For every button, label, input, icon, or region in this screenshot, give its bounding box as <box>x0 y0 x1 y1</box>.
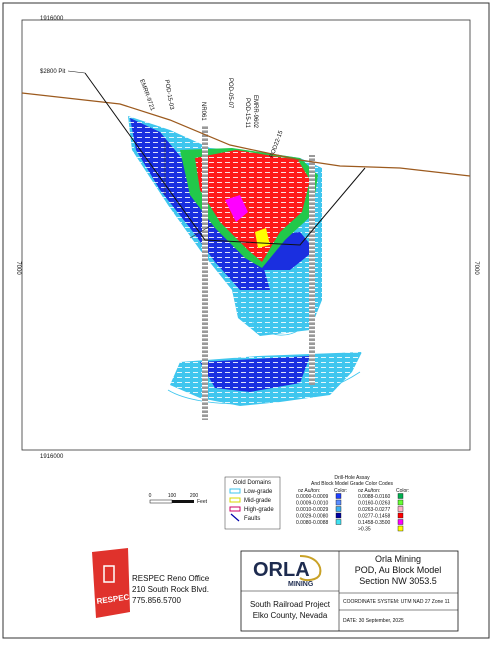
project: South Railroad Project <box>250 600 331 609</box>
legend-title: And Block Model Grade Color Codes <box>311 481 393 487</box>
grade-legend: Drill-Hole Assay And Block Model Grade C… <box>296 475 409 533</box>
grade-swatch <box>397 519 404 525</box>
drill-hole-label: POD-15-11 <box>244 98 250 129</box>
coordinates: COORDINATE SYSTEM: UTM NAD 27 Zone 11 <box>343 599 450 605</box>
legend-title: Drill-Hole Assay <box>334 475 370 481</box>
grade-range: >0.35 <box>358 527 371 533</box>
domain-outline <box>167 371 361 405</box>
high-grade-blocks <box>225 195 248 222</box>
grade-range: 0.0029-0.0080 <box>296 514 328 520</box>
legend-header: Color: <box>334 488 347 494</box>
grade-range: 0.0080-0.0088 <box>296 520 328 526</box>
grade-range: 0.0009-0.0010 <box>296 501 328 507</box>
drill-hole-label: NR061 <box>200 102 206 121</box>
grade-range: 0.0088-0.0160 <box>358 494 390 500</box>
scale-bar: 0 100 200 Feet <box>149 493 208 505</box>
grid-label: 1916000 <box>40 16 64 22</box>
legend-item: Low-grade <box>244 489 273 495</box>
section-drawing <box>21 70 471 420</box>
grade-swatch <box>397 499 404 506</box>
grade-swatch <box>335 506 342 512</box>
legend-header: Color: <box>396 488 409 494</box>
grade-swatch <box>335 493 342 499</box>
orla-logo: ORLA <box>253 559 310 581</box>
respec-line: 775.856.5700 <box>132 596 181 605</box>
section-name: Section NW 3053.5 <box>359 576 437 586</box>
page-border <box>2 2 490 639</box>
date: DATE: 30 September, 2025 <box>343 618 404 624</box>
company: Orla Mining <box>375 554 421 564</box>
grade-swatch <box>397 493 404 499</box>
scale-label: Feet <box>197 499 208 505</box>
grade-swatch <box>335 512 342 519</box>
respec-logo-shape <box>92 548 130 618</box>
grade-range: 0.0263-0.0277 <box>358 507 390 513</box>
grid-label: 7000 <box>15 261 21 275</box>
pit-outline <box>84 72 366 246</box>
grid-label: 1916000 <box>40 454 64 460</box>
subtitle: POD, Au Block Model <box>355 565 442 575</box>
legend-item: High-grade <box>244 507 274 513</box>
grade-swatch <box>397 506 404 512</box>
scale-label: 200 <box>190 493 199 499</box>
drill-hole-label: EMRR-9602 <box>252 95 258 129</box>
county: Elko County, Nevada <box>253 611 328 620</box>
legend-item: Faults <box>244 516 260 522</box>
scale-label: 100 <box>168 493 177 499</box>
legend-header: oz Au/ton: <box>358 488 380 494</box>
grade-swatch <box>335 519 342 525</box>
grade-swatch <box>397 512 404 519</box>
pit-label: $2800 Pit <box>40 69 66 75</box>
legend-title: Gold Domains <box>233 480 271 486</box>
grade-range: 0.0000-0.0009 <box>296 494 328 500</box>
legend-header: oz Au/ton: <box>298 488 320 494</box>
grade-range: 0.0010-0.0029 <box>296 507 328 513</box>
grade-range: 0.0277-0.1458 <box>358 514 390 520</box>
pit-leader <box>67 70 86 74</box>
orla-logo-sub: MINING <box>288 581 314 588</box>
drill-hole-label: POD-05-07 <box>227 78 233 109</box>
grid-label: 7000 <box>473 261 479 275</box>
drill-hole <box>309 155 315 385</box>
drill-hole <box>202 125 208 420</box>
respec-line: 210 South Rock Blvd. <box>132 585 209 594</box>
gold-domains-legend: Gold Domains Low-grade Mid-grade High-gr… <box>224 476 281 530</box>
grade-range: 0.1458-0.3500 <box>358 520 390 526</box>
topography <box>21 92 471 177</box>
scale-label: 0 <box>149 493 152 499</box>
grade-range: 0.0160-0.0263 <box>358 501 390 507</box>
block-texture <box>195 150 310 262</box>
legend-item: Mid-grade <box>244 498 272 504</box>
respec-block: RESPEC RESPEC Reno Office 210 South Rock… <box>92 548 210 618</box>
drill-hole-label: POD-15-03 <box>163 79 174 111</box>
grade-swatch <box>335 499 342 506</box>
grade-swatch <box>397 525 404 532</box>
title-block: ORLA MINING Orla Mining POD, Au Block Mo… <box>240 550 459 632</box>
respec-line: RESPEC Reno Office <box>132 574 210 583</box>
fault <box>189 224 213 239</box>
